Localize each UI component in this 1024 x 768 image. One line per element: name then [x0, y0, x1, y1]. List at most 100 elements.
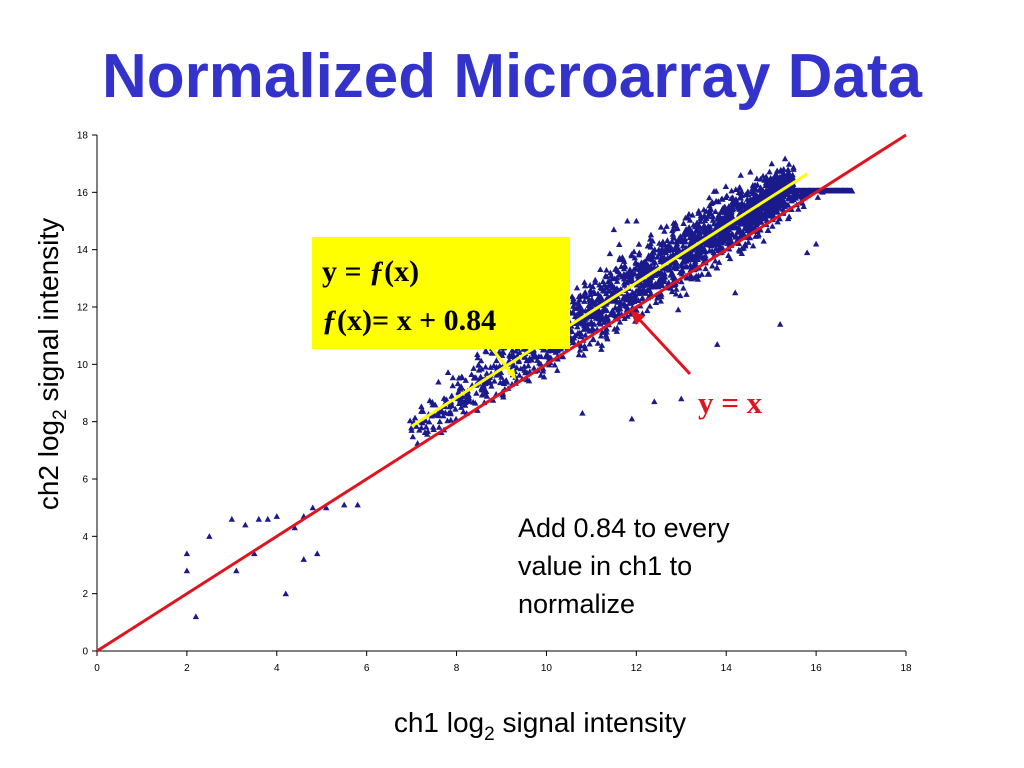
data-point — [618, 263, 625, 270]
data-point — [523, 376, 531, 383]
data-point — [779, 205, 787, 212]
data-point — [678, 395, 685, 402]
data-point — [698, 243, 706, 249]
data-point — [582, 331, 589, 338]
data-point — [428, 412, 436, 419]
data-point — [723, 192, 731, 199]
data-point — [233, 567, 240, 574]
data-point — [575, 304, 583, 311]
data-point — [721, 208, 728, 214]
data-point — [682, 214, 689, 221]
identity-callout: y = x — [630, 310, 763, 420]
data-point — [741, 202, 748, 209]
data-point — [583, 314, 590, 321]
data-point — [644, 307, 651, 314]
data-point — [694, 227, 702, 233]
data-point — [543, 351, 550, 357]
data-point — [766, 168, 773, 175]
data-point — [615, 268, 622, 275]
page-title: Normalized Microarray Data — [101, 42, 923, 111]
data-point — [712, 245, 720, 252]
data-point — [627, 293, 634, 300]
data-point — [586, 297, 594, 304]
data-point — [583, 293, 590, 300]
data-point — [705, 227, 712, 234]
data-point — [737, 172, 744, 178]
data-point — [474, 354, 481, 361]
data-point — [738, 245, 746, 252]
data-point — [636, 273, 643, 279]
data-point — [679, 267, 686, 274]
data-point — [712, 237, 720, 244]
data-point — [406, 417, 414, 424]
data-point — [848, 187, 856, 194]
data-point — [724, 233, 731, 240]
data-point — [534, 357, 541, 363]
data-point — [587, 291, 594, 298]
data-point — [708, 247, 716, 254]
data-point — [748, 213, 755, 220]
data-point — [748, 197, 755, 203]
data-point — [323, 504, 330, 511]
y-axis-title: ch2 log2 signal intensity — [33, 218, 71, 510]
data-point — [677, 292, 684, 299]
data-point — [594, 339, 602, 346]
data-point — [526, 355, 533, 361]
data-point — [751, 216, 759, 223]
data-point — [509, 347, 516, 353]
data-point — [636, 290, 643, 297]
data-point — [652, 299, 660, 306]
x-tick-label: 16 — [811, 663, 823, 674]
data-point — [749, 242, 757, 249]
data-point — [658, 258, 665, 265]
data-point — [635, 241, 643, 247]
data-point — [664, 237, 671, 244]
x-axis-title: ch1 log2 signal intensity — [394, 707, 686, 745]
data-point — [513, 364, 520, 371]
data-point — [598, 346, 605, 352]
equation-line-1: y = ƒ(x) — [322, 255, 419, 288]
data-point — [422, 423, 430, 430]
data-point — [470, 365, 477, 371]
data-point — [633, 217, 640, 224]
data-point — [728, 202, 735, 209]
x-tick-label: 8 — [454, 663, 460, 674]
data-point — [732, 289, 739, 296]
data-point — [497, 369, 505, 375]
data-point — [679, 242, 687, 249]
data-point — [715, 211, 723, 218]
data-point — [582, 307, 589, 314]
data-point — [462, 377, 469, 383]
data-point — [784, 166, 792, 173]
data-point — [778, 175, 786, 182]
data-point — [707, 205, 715, 212]
data-point — [656, 275, 664, 281]
data-point — [741, 217, 749, 224]
data-point — [702, 248, 709, 255]
data-point — [751, 181, 759, 188]
data-point — [447, 416, 454, 423]
data-point — [291, 524, 298, 531]
data-point — [764, 198, 772, 205]
data-point — [418, 403, 425, 410]
y-tick-label: 2 — [82, 589, 88, 600]
data-point — [587, 286, 594, 293]
data-point — [680, 284, 687, 291]
data-point — [732, 196, 740, 202]
data-point — [576, 330, 583, 337]
data-point — [706, 194, 713, 201]
data-point — [580, 326, 587, 332]
data-point — [620, 270, 628, 277]
data-point — [581, 344, 589, 351]
data-point — [690, 232, 698, 239]
data-point — [728, 231, 735, 238]
equation-box — [312, 237, 570, 349]
data-point — [449, 382, 456, 389]
data-point — [483, 348, 490, 355]
data-point — [624, 217, 631, 224]
data-point — [790, 164, 797, 170]
data-point — [500, 380, 508, 386]
data-point — [788, 194, 796, 201]
data-point — [615, 271, 623, 278]
data-point — [722, 225, 729, 232]
